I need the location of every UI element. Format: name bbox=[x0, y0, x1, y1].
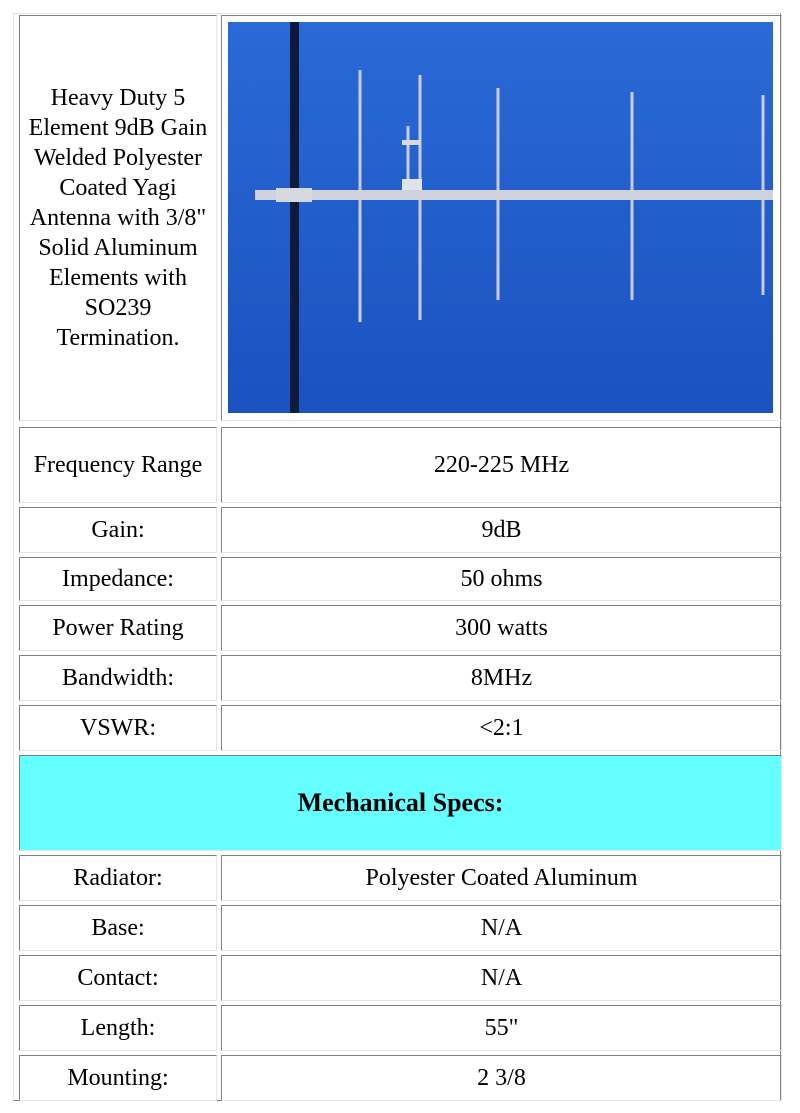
spec-value: 220-225 MHz bbox=[221, 427, 782, 503]
spec-label: Frequency Range bbox=[19, 427, 217, 503]
spec-label: Impedance: bbox=[19, 557, 217, 601]
spec-value: <2:1 bbox=[221, 705, 782, 751]
spec-value: 9dB bbox=[221, 507, 782, 553]
page: Heavy Duty 5 Element 9dB Gain Welded Pol… bbox=[0, 0, 800, 1113]
spec-label: Base: bbox=[19, 905, 217, 951]
spec-label: Contact: bbox=[19, 955, 217, 1001]
spec-value: 55" bbox=[221, 1005, 782, 1051]
spec-label: Bandwidth: bbox=[19, 655, 217, 701]
description: Heavy Duty 5 Element 9dB Gain Welded Pol… bbox=[19, 15, 217, 421]
spec-value: Polyester Coated Aluminum bbox=[221, 855, 782, 901]
spec-label: Length: bbox=[19, 1005, 217, 1051]
spec-value: 2 3/8 bbox=[221, 1055, 782, 1101]
spec-value: N/A bbox=[221, 905, 782, 951]
spec-value: 50 ohms bbox=[221, 557, 782, 601]
spec-value: 300 watts bbox=[221, 605, 782, 651]
spec-label: Power Rating bbox=[19, 605, 217, 651]
antenna-photo bbox=[228, 22, 773, 413]
section-header: Mechanical Specs: bbox=[19, 755, 782, 851]
spec-value: N/A bbox=[221, 955, 782, 1001]
spec-label: Gain: bbox=[19, 507, 217, 553]
spec-label: VSWR: bbox=[19, 705, 217, 751]
spec-label: Mounting: bbox=[19, 1055, 217, 1101]
spec-label: Radiator: bbox=[19, 855, 217, 901]
spec-value: 8MHz bbox=[221, 655, 782, 701]
